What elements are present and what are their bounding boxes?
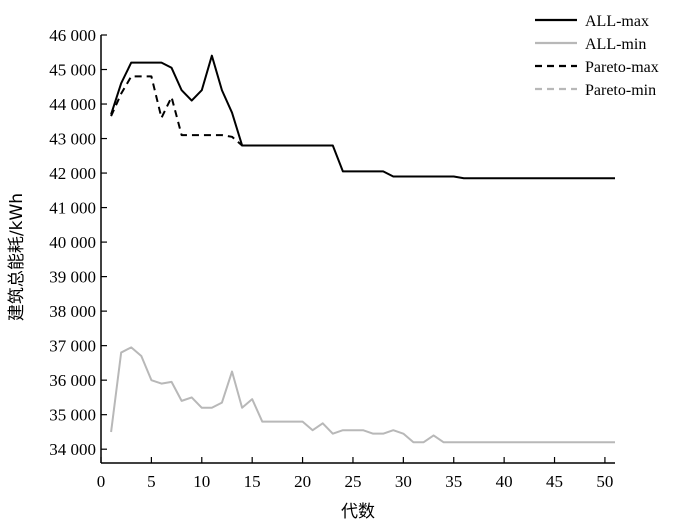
x-tick-label: 30 <box>395 472 412 491</box>
x-tick-label: 45 <box>546 472 563 491</box>
x-tick-label: 5 <box>147 472 156 491</box>
y-tick-label: 38 000 <box>49 302 96 321</box>
y-tick-label: 39 000 <box>49 268 96 287</box>
y-tick-label: 35 000 <box>49 406 96 425</box>
legend-label: ALL-min <box>585 36 646 53</box>
x-axis-title: 代数 <box>341 502 375 522</box>
y-tick-label: 45 000 <box>49 61 96 80</box>
x-tick-label: 10 <box>193 472 210 491</box>
series-layer <box>110 54 615 444</box>
y-tick-label: 36 000 <box>49 371 96 390</box>
legend-label: Pareto-min <box>585 82 656 99</box>
y-tick-label: 41 000 <box>49 199 96 218</box>
y-tick-label: 44 000 <box>49 95 96 114</box>
y-axis-title: 建筑总能耗/kWh <box>7 193 27 321</box>
series-line-pareto-max <box>110 75 253 147</box>
series-line-all-max <box>110 54 615 180</box>
y-tick-label: 40 000 <box>49 233 96 252</box>
x-ticks: 0 5 10 15 20 25 30 35 40 45 50 <box>97 457 613 491</box>
x-tick-label: 15 <box>244 472 261 491</box>
y-ticks: 34 000 35 000 36 000 37 000 38 000 39 000 40 0… <box>49 26 107 459</box>
y-tick-label: 42 000 <box>49 164 96 183</box>
x-tick-label: 20 <box>294 472 311 491</box>
legend: ALL-max ALL-min Pareto-max Pareto-min <box>535 13 659 99</box>
x-tick-label: 25 <box>344 472 361 491</box>
x-tick-label: 0 <box>97 472 106 491</box>
x-tick-label: 50 <box>596 472 613 491</box>
legend-label: Pareto-max <box>585 59 659 76</box>
x-tick-label: 35 <box>445 472 462 491</box>
y-tick-label: 37 000 <box>49 337 96 356</box>
x-tick-label: 40 <box>496 472 513 491</box>
y-tick-label: 43 000 <box>49 130 96 149</box>
y-tick-label: 46 000 <box>49 26 96 45</box>
y-tick-label: 34 000 <box>49 440 96 459</box>
series-line-all-min <box>110 346 615 444</box>
legend-label: ALL-max <box>585 13 649 30</box>
axes <box>100 35 615 464</box>
